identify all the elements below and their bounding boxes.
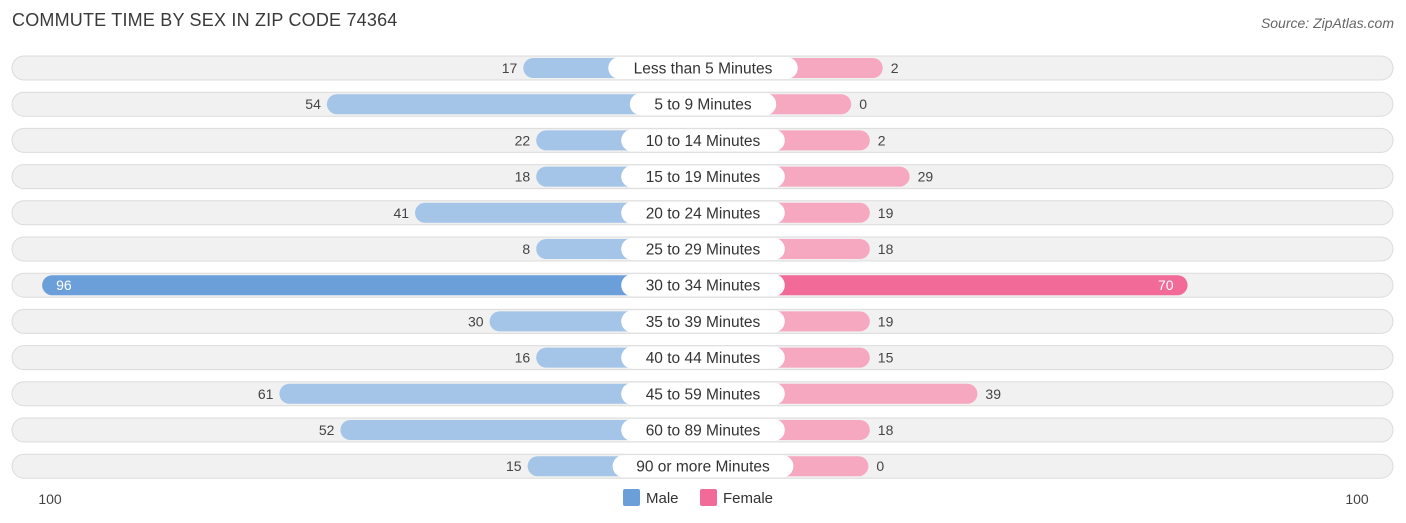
value-label-female: 0 [859,96,867,112]
category-pill [629,93,777,116]
legend-label-male: Male [646,490,679,507]
value-label-female: 0 [876,458,884,474]
chart-row: Less than 5 Minutes 17 2 [11,55,1394,81]
legend: Male Female [623,489,773,507]
value-label-female: 29 [918,169,934,185]
category-label: 45 to 59 Minutes [646,386,761,403]
category-pill [621,129,785,152]
legend-label-female: Female [723,490,773,507]
category-pill [621,165,785,188]
category-label: 15 to 19 Minutes [646,169,761,186]
value-label-female: 2 [891,60,899,76]
value-label-female: 18 [878,422,894,438]
chart-row: 25 to 29 Minutes 8 18 [11,236,1394,262]
value-label-male: 61 [258,386,274,402]
chart-row: 15 to 19 Minutes 18 29 [11,164,1394,190]
category-label: 20 to 24 Minutes [646,205,761,222]
chart-row: 20 to 24 Minutes 41 19 [11,200,1394,226]
value-label-male: 8 [522,241,530,257]
chart-row: 40 to 44 Minutes 16 15 [11,345,1394,371]
legend-swatch-male [623,489,640,506]
value-label-male: 30 [468,313,484,329]
value-label-female: 39 [985,386,1001,402]
value-label-male: 54 [305,96,321,112]
category-label: 40 to 44 Minutes [646,350,761,367]
value-label-male: 18 [515,169,531,185]
value-label-male: 96 [56,277,72,293]
category-pill [621,238,785,260]
legend-swatch-female [700,489,717,506]
category-label: 35 to 39 Minutes [646,314,761,331]
category-pill [621,274,785,297]
chart-source: Source: ZipAtlas.com [1260,15,1394,31]
category-pill [621,419,785,441]
category-label: 90 or more Minutes [636,459,770,476]
category-pill [612,455,794,478]
value-label-male: 52 [319,422,335,438]
axis-label-right: 100 [1345,491,1369,507]
bar-male [279,383,703,404]
bar-female [703,275,1188,296]
chart-title: COMMUTE TIME BY SEX IN ZIP CODE 74364 [12,10,398,30]
value-label-male: 41 [393,205,409,221]
category-pill [621,382,785,405]
category-label: 30 to 34 Minutes [646,278,761,295]
chart-row: 60 to 89 Minutes 52 18 [11,417,1394,443]
value-label-female: 15 [878,350,894,366]
category-pill [621,346,785,369]
value-label-male: 22 [515,132,531,148]
value-label-male: 16 [515,350,531,366]
bar-male [326,94,703,115]
value-label-male: 15 [506,458,522,474]
category-label: 60 to 89 Minutes [646,423,761,440]
category-label: 5 to 9 Minutes [654,97,752,114]
value-label-male: 17 [502,60,518,76]
chart-row: 5 to 9 Minutes 54 0 [11,91,1394,117]
category-pill [608,57,798,79]
category-label: 25 to 29 Minutes [646,242,761,259]
value-label-female: 19 [878,205,894,221]
value-label-female: 70 [1158,277,1174,293]
category-pill [621,310,785,333]
chart-row: 30 to 34 Minutes 96 70 [11,272,1394,298]
category-label: 10 to 14 Minutes [646,133,761,150]
value-label-female: 2 [878,132,886,148]
value-label-female: 19 [878,313,894,329]
chart-rows: Less than 5 Minutes 17 2 5 to 9 Minutes 54 0 1… [11,55,1394,479]
chart-row: 45 to 59 Minutes 61 39 [11,381,1394,407]
bar-male [340,420,703,440]
value-label-female: 18 [878,241,894,257]
chart-row: 90 or more Minutes 15 0 [11,453,1394,479]
chart-row: 35 to 39 Minutes 30 19 [11,308,1394,334]
bar-male [42,275,704,296]
category-label: Less than 5 Minutes [634,61,773,78]
category-pill [621,201,785,224]
axis-label-left: 100 [38,491,62,507]
